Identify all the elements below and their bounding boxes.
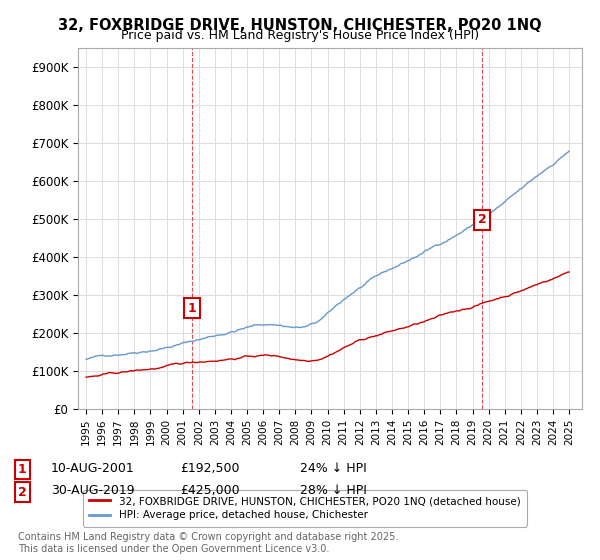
Text: 24% ↓ HPI: 24% ↓ HPI <box>300 462 367 475</box>
Text: 2: 2 <box>18 486 27 498</box>
Text: 1: 1 <box>18 463 27 476</box>
Text: 2: 2 <box>478 213 487 226</box>
Text: 10-AUG-2001: 10-AUG-2001 <box>51 462 135 475</box>
Text: 30-AUG-2019: 30-AUG-2019 <box>51 484 134 497</box>
Text: 32, FOXBRIDGE DRIVE, HUNSTON, CHICHESTER, PO20 1NQ: 32, FOXBRIDGE DRIVE, HUNSTON, CHICHESTER… <box>58 18 542 33</box>
Text: £192,500: £192,500 <box>180 462 239 475</box>
Text: Price paid vs. HM Land Registry's House Price Index (HPI): Price paid vs. HM Land Registry's House … <box>121 29 479 42</box>
Legend: 32, FOXBRIDGE DRIVE, HUNSTON, CHICHESTER, PO20 1NQ (detached house), HPI: Averag: 32, FOXBRIDGE DRIVE, HUNSTON, CHICHESTER… <box>83 490 527 526</box>
Text: 1: 1 <box>188 302 197 315</box>
Text: Contains HM Land Registry data © Crown copyright and database right 2025.
This d: Contains HM Land Registry data © Crown c… <box>18 532 398 554</box>
Text: 28% ↓ HPI: 28% ↓ HPI <box>300 484 367 497</box>
Text: £425,000: £425,000 <box>180 484 239 497</box>
